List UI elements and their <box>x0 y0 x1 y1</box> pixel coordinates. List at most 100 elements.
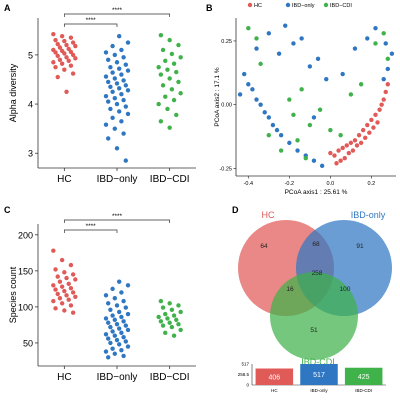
data-point <box>121 78 126 83</box>
venn-region-count: 68 <box>312 241 320 248</box>
data-point <box>121 319 126 324</box>
data-point <box>365 122 370 128</box>
data-point <box>108 84 113 90</box>
data-point <box>171 313 177 318</box>
venn-region-count: 51 <box>310 327 318 334</box>
venn-region-count: 16 <box>286 286 294 293</box>
x-tick-label: IBD−only <box>97 174 138 185</box>
data-point <box>156 64 161 70</box>
data-point <box>110 70 115 75</box>
data-point <box>169 324 175 330</box>
data-point <box>125 88 131 93</box>
data-point <box>51 32 56 37</box>
data-point <box>59 284 65 289</box>
data-point <box>64 42 69 48</box>
data-point <box>167 76 172 81</box>
data-point <box>178 91 183 96</box>
data-point <box>117 279 122 284</box>
data-point <box>68 35 74 40</box>
data-point <box>123 83 128 88</box>
data-point <box>160 305 166 310</box>
venn-set-label-ibd-cdi: IBD-CDI <box>301 357 335 367</box>
data-point <box>344 143 349 148</box>
y-tick-label: 0 <box>246 383 249 388</box>
data-point <box>117 66 122 71</box>
data-point <box>363 135 368 140</box>
data-point <box>307 64 313 69</box>
data-point <box>70 52 76 58</box>
data-point <box>64 55 69 60</box>
data-point <box>55 74 60 80</box>
data-point <box>358 82 364 87</box>
data-point <box>106 99 111 104</box>
data-point <box>117 86 122 91</box>
y-tick-label: -0.25 <box>219 166 232 172</box>
y-axis-title: Species count <box>8 266 18 323</box>
data-point <box>114 303 120 308</box>
data-point <box>119 119 124 124</box>
data-point <box>338 158 343 163</box>
data-point <box>295 148 300 153</box>
data-point <box>163 94 168 99</box>
y-tick-label: 100 <box>18 302 33 312</box>
data-point <box>110 313 115 318</box>
data-point <box>123 323 128 328</box>
data-point <box>106 355 111 360</box>
data-point <box>169 51 175 57</box>
data-point <box>324 76 329 82</box>
data-point <box>55 291 60 297</box>
data-point <box>158 298 164 304</box>
data-point <box>258 102 263 107</box>
x-tick-label: IBD-CDI <box>355 388 372 393</box>
data-point <box>117 34 122 39</box>
data-point <box>64 89 69 94</box>
x-tick-label: HC <box>57 372 71 383</box>
data-point <box>171 97 177 103</box>
data-point <box>385 82 390 87</box>
data-point <box>158 33 164 38</box>
data-point <box>342 155 347 161</box>
significance-label: **** <box>86 223 97 230</box>
data-point <box>112 126 118 131</box>
venn-circle-ibd-cdi <box>270 272 358 360</box>
data-point <box>119 72 124 77</box>
y-axis-title: PCoA axis2 : 17.1 % <box>214 67 221 126</box>
data-point <box>66 281 71 287</box>
data-point <box>125 111 131 117</box>
data-point <box>110 43 115 49</box>
x-tick-label: IBD−only <box>97 372 138 383</box>
data-point <box>123 62 128 67</box>
data-point <box>350 148 356 153</box>
data-point <box>53 50 58 55</box>
data-point <box>295 138 300 143</box>
data-point <box>167 125 172 130</box>
data-point <box>73 294 78 299</box>
panel-letter-a: A <box>4 3 11 13</box>
venn-region-count: 258 <box>312 270 323 277</box>
data-point <box>64 293 69 298</box>
data-point <box>119 92 124 97</box>
data-point <box>317 107 323 112</box>
data-point <box>171 61 177 66</box>
data-point <box>163 311 168 317</box>
data-point <box>278 133 284 138</box>
data-point <box>254 36 259 41</box>
data-point <box>348 140 354 146</box>
data-point <box>57 296 63 301</box>
data-point <box>311 158 317 163</box>
data-point <box>365 36 370 41</box>
data-point <box>160 47 166 53</box>
data-point <box>57 45 63 50</box>
data-point <box>53 64 58 70</box>
x-tick-label: -0.2 <box>285 181 294 187</box>
data-point <box>158 119 164 124</box>
venn-set-label-hc: HC <box>262 210 275 220</box>
data-point <box>119 347 124 353</box>
data-point <box>119 47 124 53</box>
y-tick-label: 4 <box>28 100 33 110</box>
data-point <box>106 336 111 341</box>
data-point <box>106 136 111 141</box>
y-tick-label: 517 <box>241 362 249 367</box>
